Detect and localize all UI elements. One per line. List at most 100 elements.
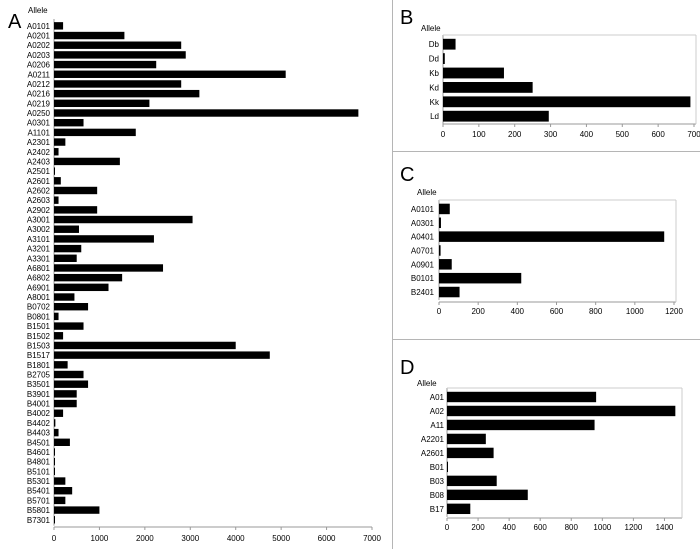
bar-a-a0101 [54, 22, 64, 30]
category-label-a-b4501: B4501 [27, 438, 51, 447]
category-label-d-a2601: A2601 [421, 449, 445, 458]
category-label-b-kb: Kb [429, 69, 439, 78]
category-label-c-b2401: B2401 [411, 288, 435, 297]
bar-a-b4601 [54, 448, 55, 456]
bar-a-a8001 [54, 293, 75, 301]
category-label-a-a0219: A0219 [27, 99, 51, 108]
bar-a-a2403 [54, 157, 120, 166]
category-label-a-a3101: A3101 [27, 235, 51, 244]
bar-a-b7301 [54, 516, 55, 524]
x-tick-label-d-200: 200 [471, 523, 485, 532]
bar-a-a3002 [54, 225, 79, 233]
category-label-d-b01: B01 [430, 463, 445, 472]
x-tick-label-a-7000: 7000 [363, 534, 381, 543]
bar-a-b4501 [54, 438, 70, 446]
category-label-a-a3001: A3001 [27, 216, 51, 225]
category-label-a-a0203: A0203 [27, 51, 51, 60]
bar-a-b0801 [54, 312, 59, 321]
bar-d-b03 [447, 475, 497, 487]
category-label-a-b5401: B5401 [27, 487, 51, 496]
category-label-a-a2602: A2602 [27, 186, 51, 195]
category-label-a-a0206: A0206 [27, 61, 51, 70]
category-label-a-b7301: B7301 [27, 516, 51, 525]
category-label-a-a3301: A3301 [27, 254, 51, 263]
bar-a-a3301 [54, 254, 77, 262]
y-axis-title-c: Allele [417, 188, 437, 197]
category-label-b-kk: Kk [430, 98, 440, 107]
bar-a-a0203 [54, 51, 186, 59]
bar-a-a2902 [54, 206, 98, 214]
category-label-a-b5101: B5101 [27, 467, 51, 476]
bar-a-a6801 [54, 264, 164, 272]
bar-a-a0212 [54, 80, 182, 88]
category-label-a-b4801: B4801 [27, 458, 51, 467]
bar-c-a0401 [439, 231, 665, 242]
bar-a-b4402 [54, 419, 56, 427]
bar-b-kb [443, 67, 504, 79]
category-label-a-b0801: B0801 [27, 312, 51, 321]
bar-a-b1503 [54, 341, 236, 350]
bar-d-a2201 [447, 433, 486, 445]
bar-d-b01 [447, 461, 448, 473]
x-tick-label-a-1000: 1000 [91, 534, 109, 543]
x-tick-label-c-800: 800 [589, 307, 603, 316]
x-tick-label-a-5000: 5000 [272, 534, 290, 543]
y-axis-title-a: Allele [28, 6, 48, 15]
category-label-c-a0401: A0401 [411, 233, 435, 242]
bar-a-a6901 [54, 283, 109, 292]
x-tick-label-b-300: 300 [544, 130, 558, 139]
category-label-a-a0101: A0101 [27, 22, 51, 31]
panel-letter-a: A [8, 11, 22, 33]
category-label-a-b4403: B4403 [27, 429, 51, 438]
bar-a-b5101 [54, 467, 55, 476]
bar-c-b0101 [439, 272, 522, 284]
x-tick-label-b-200: 200 [508, 130, 522, 139]
category-label-a-b5801: B5801 [27, 506, 51, 515]
category-label-a-a3002: A3002 [27, 225, 51, 234]
category-label-a-a6802: A6802 [27, 274, 51, 283]
bar-a-a2402 [54, 148, 59, 156]
category-label-b-ld: Ld [430, 112, 439, 121]
divider-b-c [392, 151, 700, 152]
category-label-d-b17: B17 [430, 505, 445, 514]
bar-a-b4403 [54, 428, 59, 437]
bar-a-a0202 [54, 41, 182, 49]
bar-c-a0101 [439, 203, 450, 215]
bar-a-b5701 [54, 496, 66, 505]
category-label-a-b0702: B0702 [27, 303, 51, 312]
category-label-a-b1501: B1501 [27, 322, 51, 331]
bar-a-a0216 [54, 89, 200, 98]
category-label-a-b1517: B1517 [27, 351, 51, 360]
x-tick-label-c-400: 400 [511, 307, 525, 316]
category-label-a-b2705: B2705 [27, 371, 51, 380]
x-tick-label-c-600: 600 [550, 307, 564, 316]
panel-letter-b: B [400, 7, 413, 29]
x-tick-label-b-600: 600 [651, 130, 665, 139]
bar-a-b4801 [54, 457, 55, 466]
vertical-divider [392, 0, 393, 549]
bar-b-kd [443, 82, 533, 93]
bar-a-b1501 [54, 322, 84, 330]
x-tick-label-b-100: 100 [472, 130, 486, 139]
bar-a-a2603 [54, 196, 59, 204]
x-tick-label-a-2000: 2000 [136, 534, 154, 543]
bar-d-a01 [447, 391, 597, 403]
category-label-a-a2301: A2301 [27, 138, 51, 147]
category-label-c-a0701: A0701 [411, 246, 435, 255]
x-tick-label-d-1200: 1200 [625, 523, 643, 532]
category-label-a-a0250: A0250 [27, 109, 51, 118]
bar-a-a0301 [54, 118, 84, 127]
category-label-a-a6801: A6801 [27, 264, 51, 273]
bar-a-b4002 [54, 409, 64, 417]
category-label-b-dd: Dd [429, 55, 439, 64]
bar-a-a0219 [54, 99, 150, 108]
category-label-d-a11: A11 [430, 421, 444, 430]
category-label-a-b1801: B1801 [27, 361, 51, 370]
bar-a-a6802 [54, 273, 123, 282]
panel-letter-d: D [400, 357, 414, 379]
category-label-a-b5701: B5701 [27, 496, 51, 505]
bar-a-b3901 [54, 390, 77, 398]
bar-a-a3201 [54, 244, 82, 253]
x-tick-label-c-0: 0 [437, 307, 442, 316]
